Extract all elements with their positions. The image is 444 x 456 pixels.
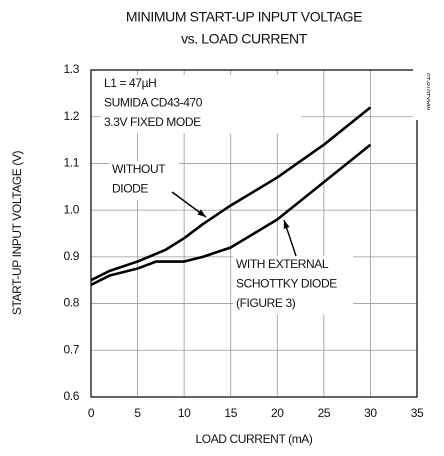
annotation: SCHOTTKY DIODE xyxy=(236,277,337,291)
x-axis-label: LOAD CURRENT (mA) xyxy=(196,432,313,446)
side-label-background xyxy=(413,60,427,120)
annotation-background xyxy=(109,161,179,200)
chart-subtitle: vs. LOAD CURRENT xyxy=(181,31,308,47)
y-tick-label: 1.0 xyxy=(64,202,80,216)
annotation-background xyxy=(101,75,301,134)
annotation: 3.3V FIXED MODE xyxy=(104,115,201,129)
y-tick-label: 1.2 xyxy=(64,109,80,123)
y-tick-label: 0.9 xyxy=(64,249,80,263)
series-line xyxy=(90,143,372,287)
annotation: (FIGURE 3) xyxy=(236,296,296,310)
y-tick-label: 1.1 xyxy=(64,156,80,170)
x-tick-label: 0 xyxy=(88,406,95,420)
arrow-head xyxy=(197,209,206,217)
y-axis-label: START-UP INPUT VOLTAGE (V) xyxy=(10,150,24,315)
x-tick-label: 25 xyxy=(318,406,331,420)
x-tick-label: 10 xyxy=(178,406,191,420)
annotation: SUMIDA CD43-470 xyxy=(104,96,203,110)
x-tick-label: 15 xyxy=(224,406,237,420)
x-tick-label: 20 xyxy=(271,406,284,420)
chart-title: MINIMUM START-UP INPUT VOLTAGE xyxy=(126,9,362,25)
annotation: DIODE xyxy=(112,182,148,196)
plot-frame xyxy=(90,69,418,398)
x-tick-label: 5 xyxy=(134,406,141,420)
annotation-background xyxy=(233,256,353,315)
series-line xyxy=(90,106,372,282)
x-tick-label: 30 xyxy=(364,406,377,420)
y-tick-label: 1.3 xyxy=(64,62,80,76)
side-label: MAX1678-15 xyxy=(425,73,432,110)
annotation: WITHOUT xyxy=(112,162,166,176)
annotation: L1 = 47µH xyxy=(104,76,156,90)
y-tick-label: 0.7 xyxy=(64,342,80,356)
x-tick-label: 35 xyxy=(411,406,424,420)
y-tick-label: 0.8 xyxy=(64,296,80,310)
annotation: WITH EXTERNAL xyxy=(236,257,329,271)
y-tick-label: 0.6 xyxy=(64,389,80,403)
arrow-head xyxy=(283,220,290,229)
